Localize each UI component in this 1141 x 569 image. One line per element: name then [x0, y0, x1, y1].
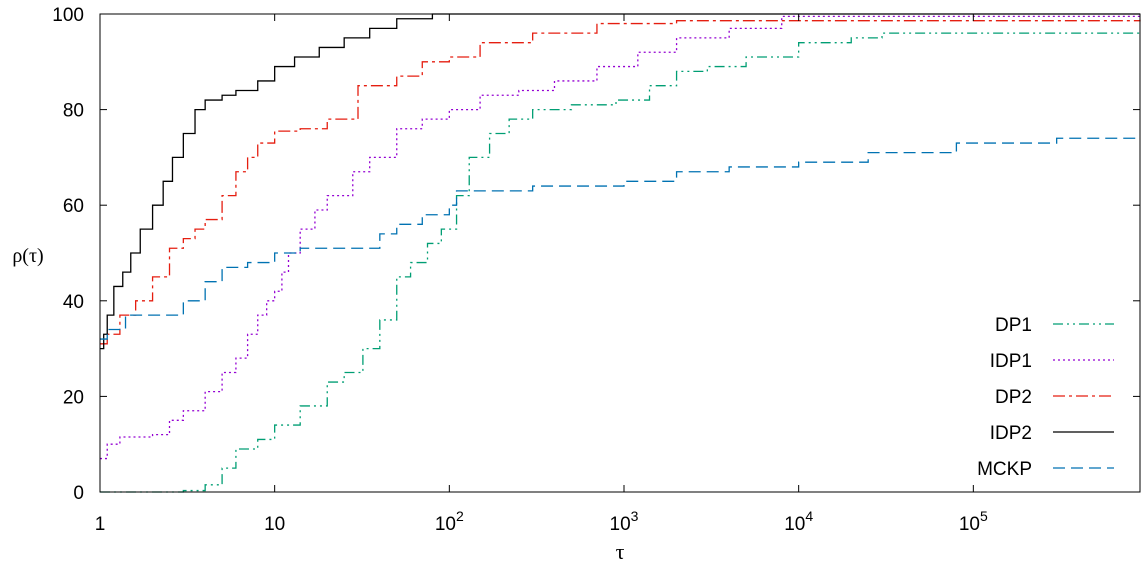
y-axis-label: ρ(τ): [12, 245, 43, 267]
legend-label-dp2: DP2: [995, 387, 1032, 408]
y-tick-label: 80: [63, 101, 84, 122]
plot-frame: [99, 13, 1141, 493]
x-tick-label: 10: [264, 514, 285, 535]
x-tick-label: 103: [610, 508, 639, 535]
legend-label-dp1: DP1: [995, 315, 1032, 336]
series-line-dp1: [100, 30, 1141, 493]
plot-border: [99, 13, 1141, 493]
y-tick-label: 0: [73, 483, 84, 504]
y-tick-label: 20: [63, 387, 84, 408]
y-tick-label: 40: [63, 292, 84, 313]
series-line-mckp: [100, 137, 1140, 340]
legend-label-mckp: MCKP: [977, 459, 1032, 480]
x-tick-label: 104: [784, 508, 813, 535]
x-tick-label: 105: [959, 508, 988, 535]
series-line-dp2: [100, 19, 1141, 345]
series-line-idp1: [100, 14, 1141, 460]
y-tick-label: 60: [63, 196, 84, 217]
x-axis-label: τ: [616, 539, 625, 564]
series-layer: [100, 13, 1141, 493]
legend-label-idp2: IDP2: [990, 423, 1032, 444]
x-tick-label: 102: [435, 508, 464, 535]
series-line-idp2: [100, 13, 1140, 350]
x-tick-label: 1: [95, 514, 106, 535]
y-tick-label: 100: [52, 5, 84, 26]
legend: DP1 IDP1 DP2 IDP2 MCKP: [977, 315, 1114, 480]
axis-ticks: 0 20 40 60 80 100 1 10 102 103 104 105: [52, 5, 1140, 535]
legend-label-idp1: IDP1: [990, 351, 1032, 372]
